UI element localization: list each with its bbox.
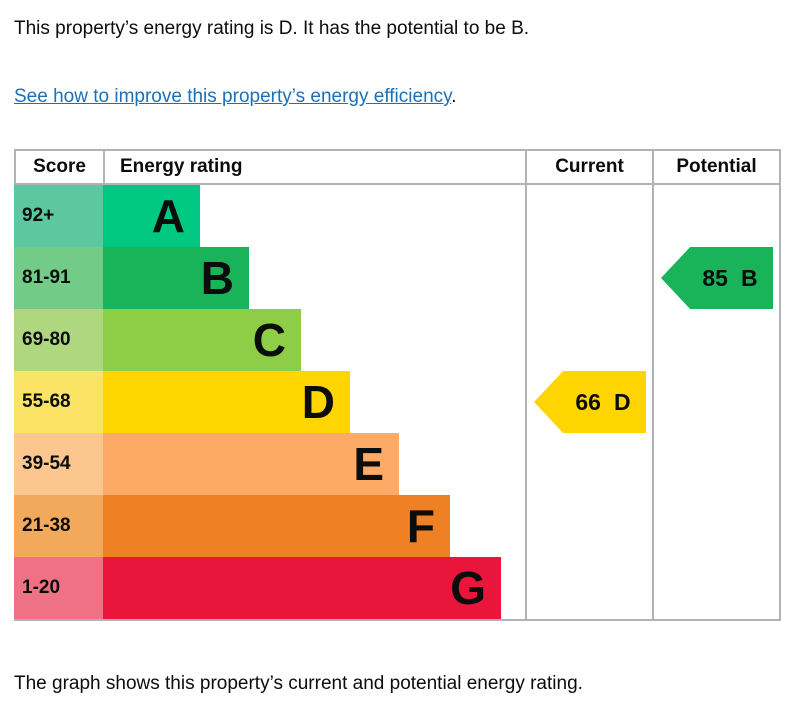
rating-bar-g: G <box>103 557 501 619</box>
rating-letter: B <box>200 252 234 304</box>
band-rows: 92+ A 81-91 B 69-8 <box>14 185 525 619</box>
rating-bar-a: A <box>103 185 200 247</box>
current-band-letter: D <box>613 388 631 415</box>
header-score: Score <box>14 151 103 183</box>
improve-link-line: See how to improve this property’s energ… <box>14 84 789 109</box>
band-row-g: 1-20 G <box>14 557 525 619</box>
rating-bar-c: C <box>103 309 301 371</box>
rating-letter: D <box>301 376 335 428</box>
graph-caption: The graph shows this property’s current … <box>14 673 583 694</box>
bar-track: F <box>103 495 525 557</box>
rating-bar-e: E <box>103 433 399 495</box>
bar-track: G <box>103 557 525 619</box>
header-current: Current <box>525 151 652 183</box>
bar-track: A <box>103 185 525 247</box>
band-row-a: 92+ A <box>14 185 525 247</box>
rating-bar-d: D <box>103 371 350 433</box>
header-energy-rating: Energy rating <box>103 151 525 183</box>
bar-track: C <box>103 309 525 371</box>
band-row-f: 21-38 F <box>14 495 525 557</box>
band-row-c: 69-80 C <box>14 309 525 371</box>
improve-link[interactable]: See how to improve this property’s energ… <box>14 86 452 107</box>
header-potential: Potential <box>652 151 779 183</box>
current-score: 66 <box>575 388 601 415</box>
band-row-b: 81-91 B <box>14 247 525 309</box>
potential-rating-arrow: 85 B <box>661 247 773 309</box>
potential-column: 85 B <box>652 185 779 619</box>
score-range-label: 39-54 <box>14 433 103 495</box>
link-suffix: . <box>451 86 457 107</box>
rating-letter: A <box>151 190 185 242</box>
epc-section: This property’s energy rating is D. It h… <box>0 16 803 696</box>
rating-letter: E <box>353 438 384 490</box>
current-column: 66 D <box>525 185 652 619</box>
score-range-label: 69-80 <box>14 309 103 371</box>
score-range-label: 1-20 <box>14 557 103 619</box>
potential-score: 85 <box>702 264 728 291</box>
band-row-d: 55-68 D <box>14 371 525 433</box>
rating-bar-b: B <box>103 247 249 309</box>
bar-track: E <box>103 433 525 495</box>
rating-bar-f: F <box>103 495 450 557</box>
rating-summary: This property’s energy rating is D. It h… <box>14 18 530 39</box>
score-range-label: 21-38 <box>14 495 103 557</box>
bar-track: D <box>103 371 525 433</box>
epc-rating-chart: Score Energy rating Current Potential 92… <box>14 149 781 621</box>
rating-letter: F <box>406 500 435 552</box>
score-range-label: 81-91 <box>14 247 103 309</box>
chart-body: 92+ A 81-91 B 69-8 <box>14 185 779 619</box>
chart-header-row: Score Energy rating Current Potential <box>14 151 779 185</box>
score-range-label: 92+ <box>14 185 103 247</box>
potential-band-letter: B <box>740 264 758 291</box>
current-rating-arrow: 66 D <box>534 371 646 433</box>
band-row-e: 39-54 E <box>14 433 525 495</box>
rating-letter: G <box>450 562 486 614</box>
rating-letter: C <box>252 314 286 366</box>
score-range-label: 55-68 <box>14 371 103 433</box>
bar-track: B <box>103 247 525 309</box>
